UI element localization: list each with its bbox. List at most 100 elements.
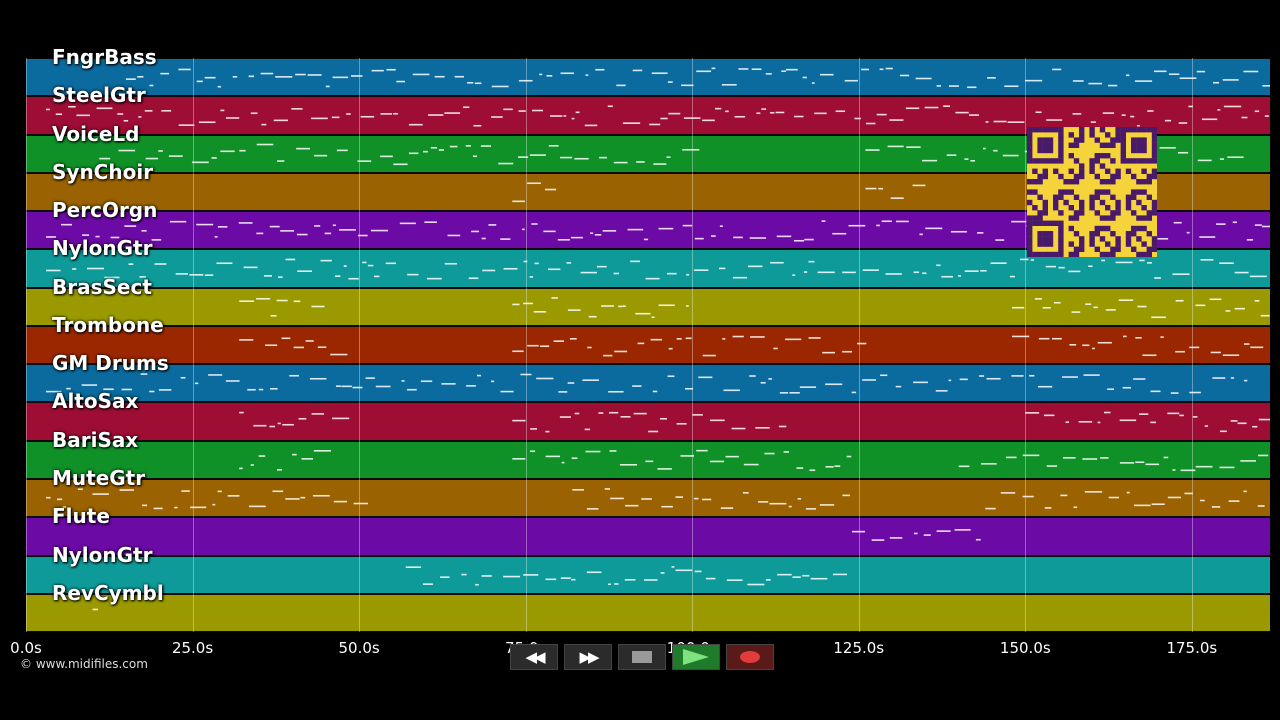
note-mark: [770, 111, 775, 114]
note-mark: [547, 268, 561, 271]
note-mark: [1222, 79, 1239, 81]
note-mark: [375, 385, 391, 388]
note-mark: [738, 68, 749, 70]
note-mark: [522, 228, 525, 231]
note-mark: [1063, 457, 1076, 459]
note-mark: [685, 387, 694, 390]
stop-button[interactable]: [618, 644, 666, 670]
note-mark: [357, 160, 372, 162]
note-mark: [550, 115, 563, 117]
note-mark: [793, 239, 805, 242]
track-lane: [26, 325, 1270, 365]
note-mark: [1186, 231, 1190, 234]
note-mark: [551, 297, 558, 299]
note-mark: [1105, 309, 1116, 311]
note-mark: [348, 277, 359, 280]
note-mark: [1068, 270, 1081, 273]
rewind-button[interactable]: ◀◀: [510, 644, 558, 670]
note-mark: [648, 430, 659, 433]
note-mark: [1060, 494, 1068, 497]
note-mark: [748, 265, 763, 268]
note-mark: [55, 113, 63, 116]
note-mark: [887, 145, 904, 148]
note-mark: [595, 68, 605, 71]
note-mark: [985, 507, 996, 510]
note-mark: [1254, 300, 1260, 302]
note-mark: [196, 223, 214, 226]
note-mark: [1078, 420, 1093, 423]
note-mark: [545, 455, 560, 458]
note-mark: [925, 227, 943, 230]
note-mark: [1029, 374, 1035, 377]
note-mark: [1142, 354, 1157, 357]
fast-forward-button[interactable]: ▶▶: [564, 644, 612, 670]
note-mark: [529, 450, 536, 453]
note-mark: [95, 235, 100, 238]
note-mark: [518, 156, 529, 158]
note-mark: [512, 200, 525, 203]
note-mark: [979, 375, 985, 377]
note-mark: [936, 85, 942, 87]
note-mark: [954, 529, 971, 531]
note-mark: [292, 453, 297, 456]
note-mark: [481, 237, 486, 240]
note-mark: [885, 273, 902, 275]
note-mark: [804, 238, 814, 241]
qr-code-icon: [1027, 127, 1158, 258]
note-mark: [103, 388, 114, 391]
note-mark: [405, 566, 422, 569]
note-mark: [520, 373, 532, 376]
note-mark: [227, 495, 240, 497]
note-mark: [269, 225, 280, 228]
note-mark: [293, 300, 301, 303]
note-mark: [1137, 305, 1147, 308]
record-button[interactable]: [726, 644, 774, 670]
track-label: NylonGtr: [52, 542, 153, 567]
note-mark: [422, 583, 433, 585]
note-mark: [969, 114, 979, 116]
note-mark: [802, 76, 807, 79]
note-mark: [1011, 375, 1024, 377]
note-mark: [607, 105, 613, 108]
track-label: SynChoir: [52, 159, 154, 184]
note-mark: [913, 381, 928, 384]
note-mark: [622, 305, 626, 307]
note-mark: [719, 225, 723, 227]
note-mark: [604, 488, 611, 490]
note-mark: [191, 161, 209, 164]
note-mark: [1100, 457, 1109, 459]
note-mark: [834, 465, 841, 467]
note-mark: [924, 106, 939, 109]
note-mark: [1258, 454, 1269, 457]
note-mark: [777, 573, 792, 576]
note-mark: [560, 156, 573, 159]
note-mark: [641, 498, 652, 500]
note-mark: [407, 273, 419, 276]
note-mark: [1243, 70, 1259, 73]
note-mark: [913, 532, 918, 535]
note-mark: [367, 264, 374, 267]
note-mark: [1159, 147, 1176, 149]
note-mark: [1121, 114, 1126, 116]
note-mark: [1134, 80, 1153, 82]
note-mark: [1126, 491, 1130, 494]
note-mark: [582, 379, 599, 381]
note-mark: [407, 388, 417, 391]
note-mark: [977, 232, 984, 234]
note-mark: [300, 496, 306, 499]
rewind-icon: ◀◀: [525, 648, 545, 666]
note-mark: [1178, 151, 1189, 154]
track-lane: [26, 555, 1270, 594]
note-mark: [602, 230, 617, 232]
note-mark: [950, 230, 967, 233]
note-mark: [861, 68, 870, 71]
note-mark: [530, 428, 538, 430]
note-mark: [1004, 85, 1019, 88]
note-mark: [124, 225, 137, 227]
note-mark: [743, 463, 759, 466]
track-lane: [26, 440, 1270, 479]
play-button[interactable]: [672, 644, 720, 670]
note-mark: [301, 458, 314, 460]
note-mark: [243, 266, 258, 269]
note-mark: [330, 353, 348, 356]
